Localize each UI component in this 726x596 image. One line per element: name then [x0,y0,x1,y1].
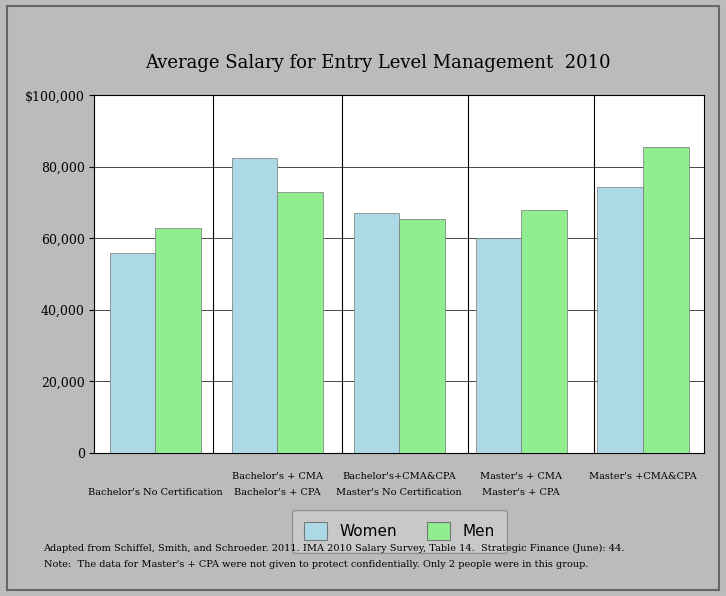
Text: Master's +CMA&CPA: Master's +CMA&CPA [590,472,697,481]
Text: Master's + CMA: Master's + CMA [481,472,562,481]
Legend: Women, Men: Women, Men [292,510,507,552]
Bar [354,213,399,453]
Text: Bachelor's+CMA&CPA: Bachelor's+CMA&CPA [343,472,456,481]
Text: Master's No Certification: Master's No Certification [336,488,462,496]
Text: Bachelor's No Certification: Bachelor's No Certification [88,488,223,496]
Text: Adapted from Schiffel, Smith, and Schroeder. 2011. IMA 2010 Salary Survey, Table: Adapted from Schiffel, Smith, and Schroe… [44,544,625,552]
Bar [399,219,445,453]
Text: Note:  The data for Master's + CPA were not given to protect confidentially. Onl: Note: The data for Master's + CPA were n… [44,560,588,569]
Bar [232,158,277,453]
Text: Bachelor's + CMA: Bachelor's + CMA [232,472,323,481]
Bar [643,147,689,453]
Bar [597,187,643,453]
Text: Bachelor's + CPA: Bachelor's + CPA [234,488,321,496]
Bar [521,210,567,453]
Bar [476,238,521,453]
Text: Average Salary for Entry Level Management  2010: Average Salary for Entry Level Managemen… [144,54,611,72]
Bar [110,253,155,453]
Bar [277,192,323,453]
Bar [155,228,201,453]
Text: Master's + CPA: Master's + CPA [483,488,560,496]
